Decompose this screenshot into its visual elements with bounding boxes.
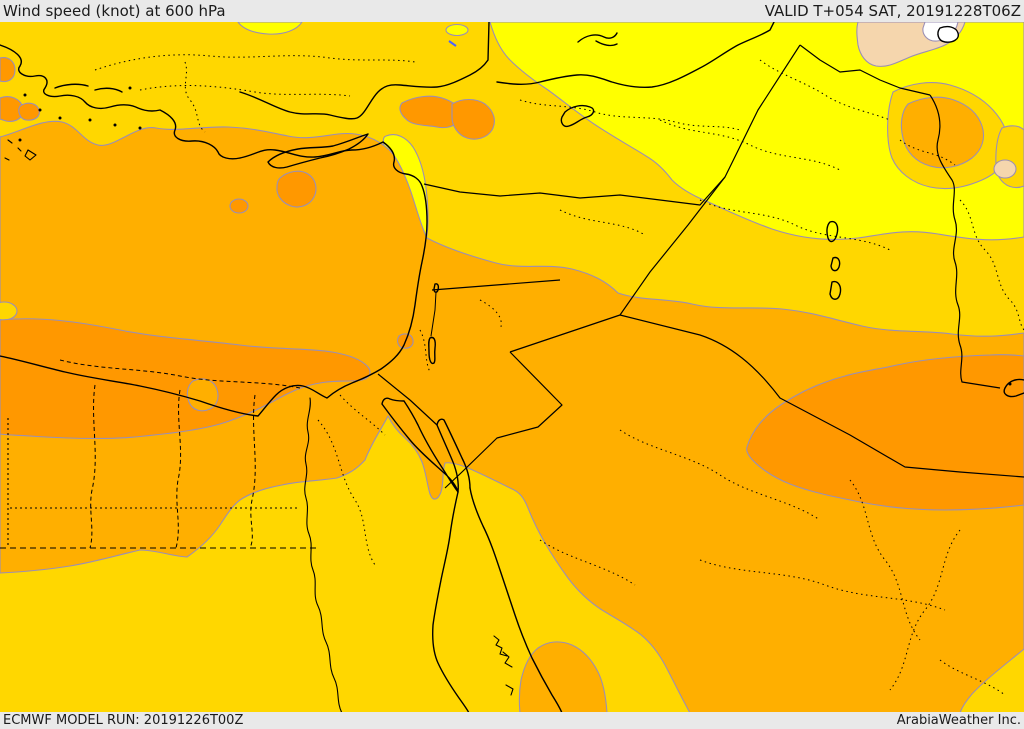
coast-mediterranean-levant-egypt bbox=[0, 141, 428, 417]
region-darkorange-aegean-1 bbox=[0, 57, 16, 83]
coast-small-islands bbox=[4, 139, 37, 161]
border-iraq-iran bbox=[929, 94, 1001, 389]
river-mark bbox=[448, 40, 457, 47]
coast-red-sea bbox=[431, 487, 563, 712]
coast-lake-van bbox=[560, 104, 595, 128]
region-yellow-top-strip bbox=[237, 22, 303, 35]
region-orange-caucasus bbox=[900, 96, 985, 169]
region-darkorange-turkey-east bbox=[451, 98, 495, 140]
coast-red-sea-islands bbox=[493, 635, 514, 696]
coast-jordan-river bbox=[430, 291, 437, 337]
wind-speed-map bbox=[0, 22, 1024, 712]
region-darkorange-cyprus-blob bbox=[276, 170, 317, 208]
coast-nile-river bbox=[304, 397, 343, 712]
border-syria-iraq-diagonal bbox=[619, 44, 801, 316]
coast-black-sea-east bbox=[496, 22, 775, 88]
admin-borders bbox=[10, 54, 1024, 696]
region-yellow-northeast bbox=[489, 22, 1024, 241]
footer-bar: ECMWF MODEL RUN: 20191226T00Z ArabiaWeat… bbox=[0, 712, 1024, 729]
dashed-borders bbox=[0, 418, 318, 549]
coast-black-sea-west bbox=[239, 22, 490, 120]
border-jordan-iraq bbox=[509, 314, 621, 353]
wind-fill-regions bbox=[0, 22, 1024, 712]
region-orange-central bbox=[0, 120, 1024, 712]
country-borders bbox=[377, 44, 1024, 489]
border-jordan-saudi-zigzag bbox=[444, 351, 563, 489]
region-yellow-islet bbox=[445, 23, 469, 37]
region-darkorange-egypt-band bbox=[0, 318, 371, 440]
model-run-label: ECMWF MODEL RUN: 20191226T00Z bbox=[3, 713, 244, 728]
region-orange-bottom-blob bbox=[518, 641, 608, 712]
island-dots bbox=[18, 86, 1012, 386]
region-darkorange-aegean-3 bbox=[18, 102, 40, 121]
valid-time-label: VALID T+054 SAT, 20191228T06Z bbox=[764, 1, 1021, 20]
coast-marmara bbox=[54, 83, 123, 93]
region-gold-caucasus-edge bbox=[995, 125, 1024, 189]
company-credit: ArabiaWeather Inc. bbox=[896, 713, 1021, 728]
coast-georgia-wetland bbox=[577, 32, 618, 47]
border-turkey-caucasus bbox=[799, 44, 931, 96]
region-peach-oval-east bbox=[993, 159, 1017, 179]
region-darkorange-med-dot bbox=[229, 198, 249, 214]
page-title: Wind speed (knot) at 600 hPa bbox=[3, 1, 226, 20]
coast-dead-sea bbox=[428, 336, 436, 365]
coast-iraq-lakes bbox=[826, 220, 842, 300]
border-turkey-syria bbox=[423, 176, 726, 206]
border-egypt-israel bbox=[377, 373, 438, 426]
coast-gulf-of-aqaba bbox=[436, 418, 471, 493]
coast-kuwait-gulf bbox=[1003, 378, 1024, 398]
coast-cyprus bbox=[267, 133, 369, 169]
region-darkorange-turkey-west bbox=[399, 95, 462, 129]
border-iraq-saudi bbox=[619, 314, 1024, 478]
coast-lake-sevan bbox=[937, 25, 960, 43]
coastlines bbox=[0, 22, 1024, 712]
header-bar: Wind speed (knot) at 600 hPa VALID T+054… bbox=[0, 0, 1024, 22]
coast-aegean bbox=[0, 44, 241, 160]
border-syria-jordan bbox=[431, 279, 561, 291]
